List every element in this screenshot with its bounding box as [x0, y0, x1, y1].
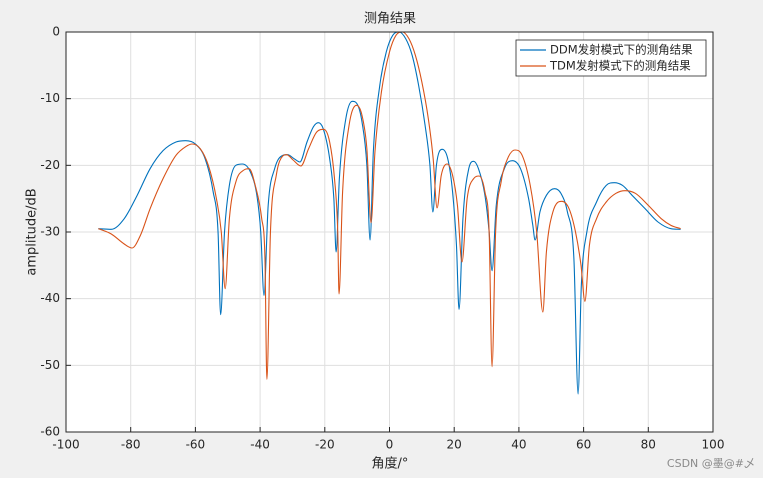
- x-tick-label: 20: [447, 438, 462, 452]
- x-tick-label: 60: [576, 438, 591, 452]
- x-tick-label: -40: [250, 438, 270, 452]
- legend-label: DDM发射模式下的测角结果: [550, 43, 693, 57]
- watermark: CSDN @墨@#乄: [667, 457, 755, 470]
- y-axis-label: amplitude/dB: [25, 188, 40, 275]
- legend-box: [515, 39, 707, 77]
- y-tick-label: -20: [40, 158, 60, 172]
- x-tick-label: -80: [121, 438, 141, 452]
- x-tick-label: 100: [702, 438, 725, 452]
- x-tick-label: -100: [52, 438, 79, 452]
- y-tick-label: 0: [52, 25, 60, 39]
- lines: [98, 31, 681, 395]
- x-tick-label: 80: [641, 438, 656, 452]
- series-line: [98, 31, 681, 380]
- y-tick-label: -40: [40, 291, 60, 305]
- axes: -100 -80 -60 -40 -20 0 20 40 60 80 100-60-50-40-30…: [40, 25, 724, 452]
- x-tick-label: -20: [315, 438, 335, 452]
- y-tick-label: -30: [40, 225, 60, 239]
- chart-title: 测角结果: [364, 12, 416, 27]
- y-tick-label: -10: [40, 91, 60, 105]
- y-tick-label: -50: [40, 358, 60, 372]
- x-tick-label: 40: [511, 438, 526, 452]
- y-tick-label: -60: [40, 425, 60, 439]
- legend: DDM发射模式下的测角结果 TDM发射模式下的测角结果: [515, 39, 707, 77]
- x-tick-label: 0: [386, 438, 394, 452]
- legend-label: TDM发射模式下的测角结果: [549, 59, 691, 73]
- x-tick-label: -60: [186, 438, 206, 452]
- x-axis-label: 角度/°: [372, 456, 409, 472]
- series-line: [98, 31, 681, 395]
